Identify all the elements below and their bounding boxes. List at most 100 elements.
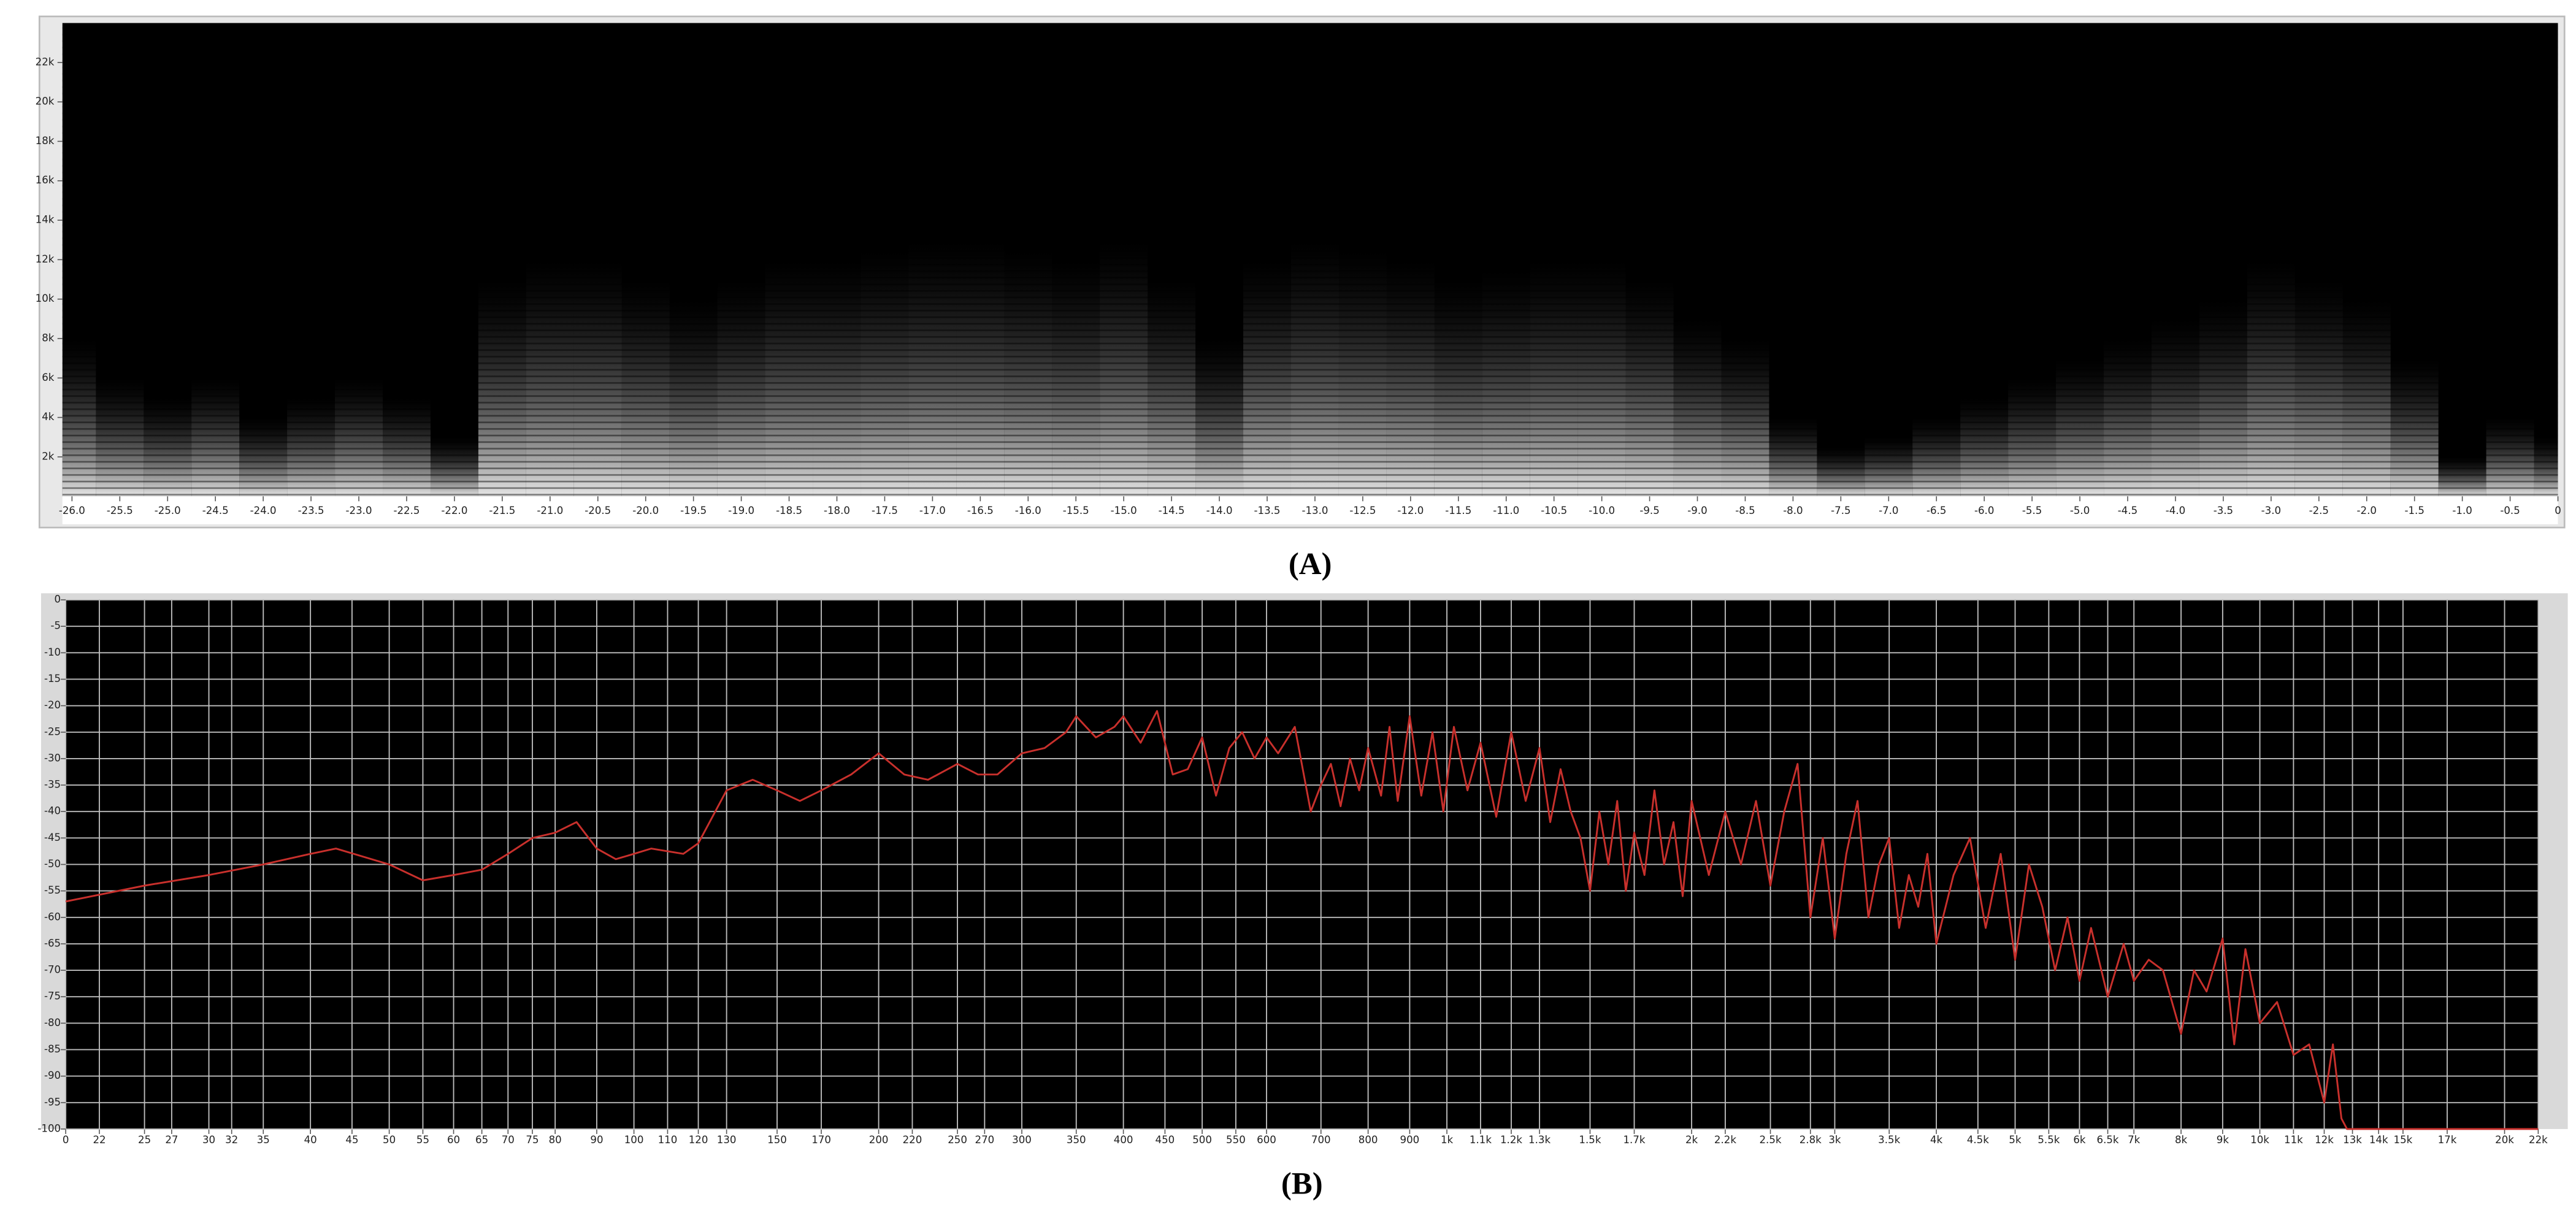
x-tick-label: -6.5 — [1926, 505, 1946, 516]
y-tick-label: -25 — [44, 726, 61, 737]
y-tick-label: -65 — [44, 937, 61, 949]
x-tick-label: -23.0 — [346, 505, 372, 516]
x-tick-label: -20.5 — [585, 505, 611, 516]
spectrogram-column — [1386, 259, 1435, 497]
x-tick-label: 7k — [2128, 1134, 2141, 1146]
spectrogram-column — [1625, 279, 1674, 497]
spectrogram-column — [956, 240, 1005, 497]
spectrogram-column — [1530, 259, 1578, 497]
x-tick-label: 40 — [304, 1134, 317, 1146]
spectrogram-column — [1912, 417, 1961, 497]
y-tick-label: -55 — [44, 884, 61, 896]
x-tick-label: 1.5k — [1579, 1134, 1601, 1146]
x-tick-label: 55 — [416, 1134, 429, 1146]
x-tick-label: 600 — [1257, 1134, 1276, 1146]
panel-caption: (A) — [1289, 547, 1332, 581]
x-tick-label: 17k — [2438, 1134, 2457, 1146]
y-tick-label: 16k — [36, 174, 55, 186]
x-tick-label: 0 — [2555, 505, 2561, 516]
x-tick-label: 1.1k — [1470, 1134, 1492, 1146]
x-tick-label: 80 — [549, 1134, 562, 1146]
x-tick-label: -15.0 — [1111, 505, 1137, 516]
x-tick-label: -1.0 — [2452, 505, 2472, 516]
spectrogram-column — [908, 240, 957, 497]
spectrogram-column — [430, 437, 478, 497]
x-tick-label: -4.5 — [2118, 505, 2137, 516]
x-tick-label: -25.0 — [155, 505, 181, 516]
y-tick-label: -50 — [44, 858, 61, 870]
x-tick-label: 32 — [225, 1134, 238, 1146]
y-tick-label: -45 — [44, 832, 61, 843]
x-tick-label: 350 — [1067, 1134, 1086, 1146]
x-tick-label: 1.2k — [1500, 1134, 1522, 1146]
x-tick-label: -9.5 — [1639, 505, 1659, 516]
x-tick-label: 200 — [869, 1134, 889, 1146]
x-tick-label: 220 — [903, 1134, 922, 1146]
x-tick-label: -10.0 — [1589, 505, 1615, 516]
x-tick-label: 50 — [383, 1134, 396, 1146]
x-tick-label: 0 — [63, 1134, 69, 1146]
y-tick-label: -75 — [44, 990, 61, 1002]
x-tick-label: -3.5 — [2214, 505, 2233, 516]
x-tick-label: 170 — [811, 1134, 831, 1146]
x-tick-label: 700 — [1311, 1134, 1331, 1146]
y-tick-label: -90 — [44, 1070, 61, 1081]
x-tick-label: 15k — [2394, 1134, 2413, 1146]
x-tick-label: -14.5 — [1159, 505, 1185, 516]
x-tick-label: -24.0 — [250, 505, 277, 516]
spectrogram-column — [1100, 240, 1148, 497]
spectrogram-column — [1338, 250, 1387, 497]
x-tick-label: 30 — [202, 1134, 215, 1146]
x-tick-label: 65 — [475, 1134, 488, 1146]
spectrogram-column — [717, 279, 765, 497]
y-tick-label: -100 — [37, 1122, 61, 1134]
spectrogram-column — [191, 378, 240, 497]
overlay-layer: -26.0 -25.5 -25.0 -24.5 -24.0 -23.5 -23.0 -22.5… — [36, 56, 2561, 1201]
y-tick-label: -85 — [44, 1043, 61, 1055]
x-tick-label: -11.0 — [1493, 505, 1519, 516]
spectrogram-column — [1052, 259, 1100, 497]
x-tick-label: 150 — [767, 1134, 787, 1146]
x-tick-label: 500 — [1192, 1134, 1212, 1146]
x-tick-label: -6.0 — [1974, 505, 1994, 516]
x-tick-label: -5.5 — [2022, 505, 2042, 516]
x-tick-label: 300 — [1012, 1134, 1032, 1146]
spectrogram-column — [1721, 339, 1769, 497]
spectrogram-column — [144, 397, 192, 497]
x-tick-label: 800 — [1359, 1134, 1378, 1146]
x-tick-label: 60 — [447, 1134, 460, 1146]
x-tick-label: -7.5 — [1831, 505, 1850, 516]
x-tick-label: 25 — [138, 1134, 151, 1146]
x-tick-label: 2k — [1685, 1134, 1698, 1146]
y-tick-label: 4k — [42, 411, 55, 423]
y-tick-label: 22k — [36, 56, 55, 67]
y-tick-label: -20 — [44, 699, 61, 711]
y-tick-label: 8k — [42, 332, 55, 344]
x-tick-label: 75 — [526, 1134, 539, 1146]
spectrogram-column — [1243, 259, 1291, 497]
x-tick-label: 11k — [2284, 1134, 2303, 1146]
x-tick-label: 13k — [2343, 1134, 2362, 1146]
y-tick-label: -5 — [51, 620, 61, 632]
x-tick-label: -12.0 — [1397, 505, 1424, 516]
x-tick-label: 1.7k — [1623, 1134, 1645, 1146]
spectrogram-column — [2342, 299, 2391, 497]
x-tick-label: 22 — [93, 1134, 105, 1146]
x-tick-label: 1.3k — [1528, 1134, 1551, 1146]
y-tick-label: -30 — [44, 752, 61, 764]
x-tick-label: -1.5 — [2404, 505, 2424, 516]
spectrogram-column — [2151, 318, 2199, 497]
spectrogram-column — [2534, 437, 2558, 497]
x-tick-label: -15.5 — [1063, 505, 1089, 516]
x-tick-label: -20.0 — [632, 505, 659, 516]
x-tick-label: -22.5 — [394, 505, 420, 516]
y-tick-label: -70 — [44, 964, 61, 976]
spectrogram-column — [2056, 358, 2104, 497]
y-tick-label: -80 — [44, 1017, 61, 1029]
x-tick-label: 70 — [502, 1134, 515, 1146]
x-tick-label: 550 — [1226, 1134, 1246, 1146]
spectrogram-column — [861, 250, 909, 497]
x-tick-label: 6.5k — [2097, 1134, 2119, 1146]
